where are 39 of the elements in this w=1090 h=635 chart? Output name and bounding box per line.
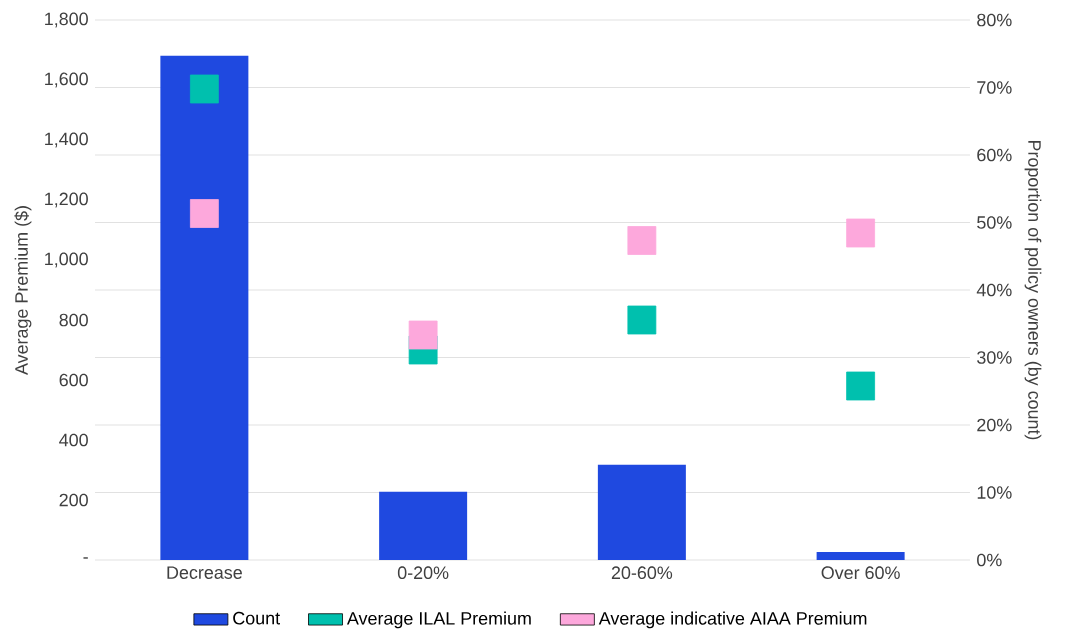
y2-tick-label: 80%: [977, 13, 1012, 27]
y-tick-label: 1,600: [45, 72, 88, 88]
bar: [816, 551, 905, 560]
y2-tick-label: 10%: [977, 486, 1012, 499]
y-tick-label: 1,200: [45, 192, 88, 208]
y-axis-title: Average Premium ($): [14, 205, 32, 375]
y2-tick-label: 70%: [977, 81, 1012, 94]
y-tick-label: 600: [59, 373, 88, 387]
point: [846, 371, 876, 401]
point: [846, 218, 876, 248]
x-tick-label: Over 60%: [821, 566, 900, 579]
point: [627, 226, 657, 255]
y2-tick-label: 30%: [977, 351, 1012, 364]
bar: [160, 55, 249, 560]
legend-label: Average ILAL Premium: [346, 611, 531, 629]
point: [189, 74, 219, 104]
y-tick-label: 1,800: [45, 12, 88, 28]
legend-label: Count: [233, 611, 280, 625]
bar: [597, 464, 686, 560]
y2-axis-title: Proportion of policy owners (by count): [1024, 140, 1042, 440]
y2-tick-label: 50%: [977, 216, 1012, 229]
y2-tick-label: 60%: [977, 148, 1012, 162]
y-tick-label: 1,400: [45, 132, 88, 148]
y2-tick-label: 0%: [977, 553, 1002, 567]
legend-label: Average indicative AIAA Premium: [598, 611, 867, 629]
bar: [379, 491, 468, 560]
y-tick-label: 800: [59, 313, 88, 327]
y2-tick-label: 40%: [976, 283, 1012, 297]
y-tick-label: -: [83, 557, 88, 559]
x-tick-label: Decrease: [167, 566, 242, 579]
y-tick-label: 1,000: [45, 252, 88, 268]
y-tick-label: 200: [59, 493, 88, 507]
y-tick-label: 400: [59, 433, 88, 447]
x-tick-label: 20-60%: [611, 566, 673, 579]
point: [627, 305, 657, 335]
point: [189, 199, 219, 228]
x-tick-label: 0-20%: [397, 566, 449, 579]
y2-tick-label: 20%: [977, 418, 1012, 432]
point: [408, 320, 438, 350]
